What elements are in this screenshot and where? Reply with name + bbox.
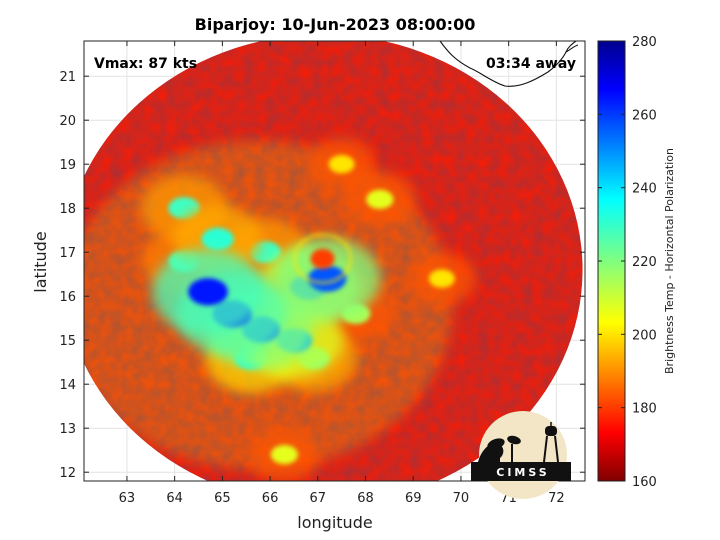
y-tick-label: 18 (59, 202, 76, 217)
cloud-feature (188, 278, 228, 306)
coastline-segment (565, 44, 579, 53)
y-tick-label: 20 (59, 114, 76, 129)
chart-title: Biparjoy: 10-Jun-2023 08:00:00 (195, 15, 476, 34)
logo-text: CIMSS (496, 466, 549, 479)
storm-eye-ring (293, 233, 353, 285)
x-tick-label: 66 (262, 491, 279, 506)
x-tick-label: 72 (548, 491, 565, 506)
colorbar-tick-label: 260 (632, 108, 657, 123)
y-axis-label: latitude (31, 231, 50, 292)
cloud-feature (308, 265, 347, 292)
coastline (439, 41, 577, 87)
y-tick-label: 15 (59, 334, 76, 349)
vmax-annotation: Vmax: 87 kts (94, 56, 197, 72)
x-tick-label: 68 (357, 491, 374, 506)
x-axis-label: longitude (297, 513, 372, 532)
x-tick-label: 69 (405, 491, 422, 506)
x-tick-label: 67 (310, 491, 327, 506)
y-axis-ticks: 12 13 14 15 16 17 18 19 20 21 (59, 70, 585, 481)
colorbar-tick-label: 220 (632, 255, 657, 270)
cloud-feature (328, 155, 355, 174)
colorbar-tick-label: 240 (632, 182, 657, 197)
swath (84, 41, 583, 481)
axes-frame (83, 40, 586, 482)
cloud-feature (366, 189, 394, 209)
colorbar-tick-label: 200 (632, 328, 657, 343)
cimss-logo: CIMSS (471, 411, 571, 499)
y-tick-label: 17 (59, 246, 76, 261)
colorbar-tick-label: 280 (632, 35, 657, 50)
colorbar-label: Brightness Temp - Horizontal Polarizatio… (663, 148, 676, 374)
colorbar-ticks: 160 180 200 220 240 260 280 (598, 35, 657, 490)
y-tick-label: 13 (59, 422, 76, 437)
time-away-annotation: 03:34 away (486, 56, 576, 72)
y-tick-label: 14 (59, 378, 76, 393)
x-tick-label: 65 (214, 491, 231, 506)
y-tick-label: 21 (59, 70, 76, 85)
cloud-feature (428, 269, 455, 288)
colorbar-tick-label: 160 (632, 475, 657, 490)
colorbar-tick-label: 180 (632, 402, 657, 417)
x-tick-label: 64 (166, 491, 183, 506)
cloud-feature (270, 445, 298, 465)
y-tick-label: 12 (59, 466, 76, 481)
x-tick-label: 70 (453, 491, 470, 506)
x-axis-ticks: 63 64 65 66 67 68 69 70 71 72 (119, 41, 565, 506)
colorbar (598, 41, 625, 481)
x-tick-label: 63 (119, 491, 136, 506)
storm-eye (310, 248, 335, 269)
cloud-feature (201, 227, 234, 251)
y-tick-label: 19 (59, 158, 76, 173)
y-tick-label: 16 (59, 290, 76, 305)
